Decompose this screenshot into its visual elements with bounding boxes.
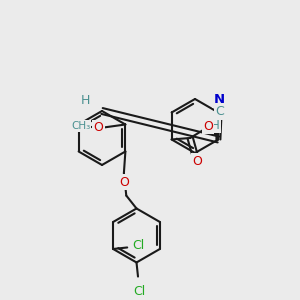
Text: Cl: Cl [132, 239, 144, 253]
Text: O: O [203, 120, 213, 133]
Text: O: O [94, 121, 103, 134]
Text: O: O [119, 176, 129, 189]
Text: H: H [81, 94, 90, 107]
Text: H: H [211, 118, 220, 132]
Text: C: C [215, 105, 224, 119]
Text: O: O [192, 154, 202, 168]
Text: CH₃: CH₃ [71, 121, 90, 131]
Text: Cl: Cl [134, 285, 146, 298]
Text: N: N [214, 93, 225, 106]
